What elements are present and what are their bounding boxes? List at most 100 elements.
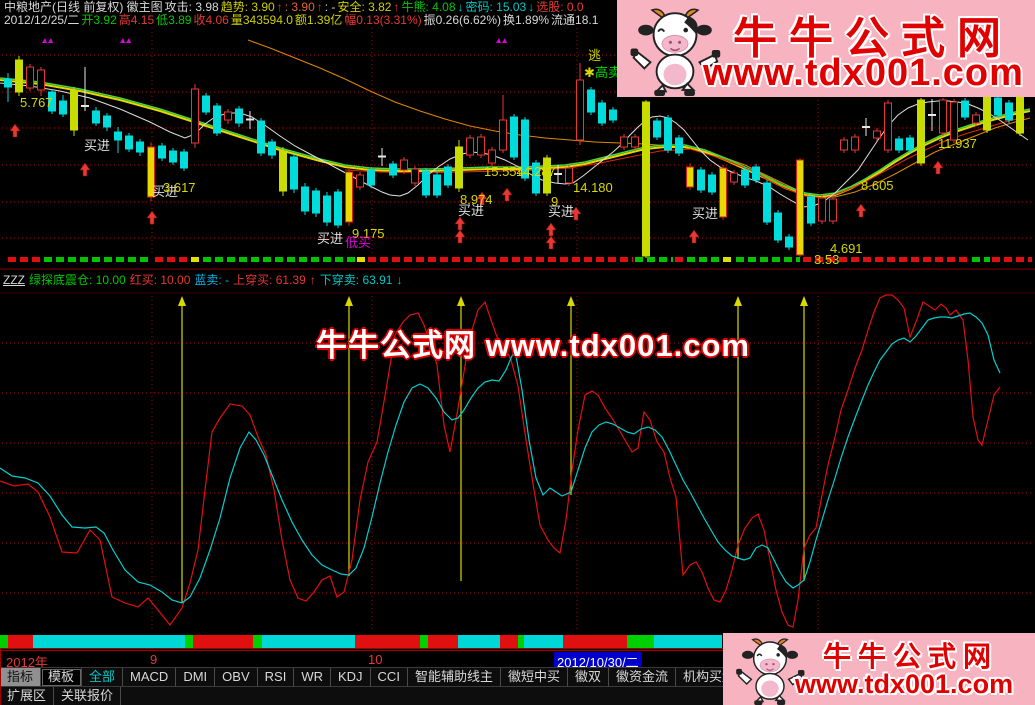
candle (807, 196, 815, 224)
indicator-header-token: 下穿卖: 63.91 (319, 273, 393, 287)
candle (499, 119, 507, 151)
sell-mark-icon (496, 38, 507, 43)
header1-token: 牛熊: 4.08 (401, 0, 456, 14)
axis-month-label: 10 (368, 652, 383, 667)
tab-徽短中买[interactable]: 徽短中买 (501, 668, 568, 687)
banner-bottom-right: 牛牛公式网 www.tdx001.com (723, 633, 1035, 705)
candle (367, 169, 375, 186)
candle (213, 105, 221, 134)
header1-token: 密码: 15.03 (465, 0, 527, 14)
chart-annotation: 高卖 (595, 65, 621, 80)
candle (202, 95, 210, 113)
buy-arrow-icon (454, 216, 466, 231)
header1-token: 攻击: 3.98 (164, 0, 219, 14)
buy-arrow-icon (9, 123, 21, 138)
candle (785, 236, 793, 248)
header2-token: 振0.26(6.62%) (423, 13, 502, 27)
candle (675, 137, 683, 154)
chart-annotation: 14.180 (573, 180, 613, 195)
candle (741, 169, 749, 186)
indicator-header-token: 蓝卖: - (194, 273, 230, 287)
header2-token: 换1.89% (503, 13, 550, 27)
candle (840, 139, 848, 151)
header2-token: 量343594.0 (230, 13, 293, 27)
chart-annotation: 逃 (588, 48, 601, 63)
candle (906, 137, 914, 151)
candle (312, 190, 320, 214)
header2-token: 开3.92 (81, 13, 117, 27)
candle (466, 137, 474, 156)
indicator-header-token: 红买: 10.00 (129, 273, 191, 287)
tab-CCI[interactable]: CCI (371, 668, 408, 687)
candle (268, 141, 276, 156)
candle (488, 149, 496, 164)
tab-OBV[interactable]: OBV (215, 668, 258, 687)
candle (455, 146, 463, 189)
candle (719, 167, 727, 218)
buy-arrow-icon (501, 187, 513, 202)
candle (939, 99, 947, 134)
buy-arrow-icon (545, 235, 557, 250)
tab-扩展区[interactable]: 扩展区 (0, 687, 55, 705)
indicator-header-token: 绿探底震仓: 10.00 (29, 273, 126, 287)
header1-token: ↑ (393, 0, 400, 14)
header1-token: ↑ (276, 0, 283, 14)
sell-mark-icon (120, 38, 131, 43)
candle (895, 138, 903, 151)
tab-WR[interactable]: WR (294, 668, 331, 687)
candle (851, 136, 859, 151)
tab-MACD[interactable]: MACD (123, 668, 177, 687)
tab-关联报价[interactable]: 关联报价 (54, 687, 122, 705)
candle (290, 156, 298, 190)
chart-annotation: 9.175 (352, 226, 385, 241)
tab-徽双[interactable]: 徽双 (568, 668, 609, 687)
buy-arrow-icon (454, 229, 466, 244)
candle (510, 116, 518, 158)
tab-RSI[interactable]: RSI (258, 668, 295, 687)
cow-mascot-icon (736, 638, 805, 705)
candle (59, 100, 67, 115)
candle (422, 170, 430, 196)
trend-color-ribbon (0, 635, 722, 648)
chart-annotation: 买进 (458, 203, 484, 218)
header1-token: : - (324, 0, 336, 14)
header2-token: 2012/12/25/二 (4, 13, 80, 27)
chart-annotation: 买进 (692, 206, 718, 221)
banner-title: 牛牛公式网 (823, 641, 999, 672)
tab-模板[interactable]: 模板 (41, 668, 83, 687)
candle (950, 101, 958, 141)
header1-token: ↓ (457, 0, 464, 14)
candle (169, 150, 177, 163)
candle (763, 182, 771, 223)
candle (37, 69, 45, 91)
candle (576, 79, 584, 141)
candle (48, 91, 56, 112)
chart-annotation: 买进 (548, 204, 574, 219)
chart-annotation: 15.554 (484, 164, 524, 179)
candle (598, 102, 606, 124)
indicator-header-token: ↑ (309, 273, 316, 287)
buy-arrow-icon (476, 191, 488, 206)
tab-全部[interactable]: 全部 (82, 668, 124, 687)
chart-annotation: 3.53 (814, 252, 839, 267)
candle (543, 157, 551, 194)
signal-arrow-icon (734, 296, 742, 306)
header2-token: 额1.39亿 (294, 13, 343, 27)
stock-header-line2: 2012/12/25/二 开3.92 高4.15 低3.89 收4.06 量343594.… (4, 14, 600, 27)
tab-DMI[interactable]: DMI (176, 668, 216, 687)
tab-KDJ[interactable]: KDJ (331, 668, 371, 687)
indicator-header-token: 上穿买: 61.39 (233, 273, 306, 287)
tab-指标[interactable]: 指标 (0, 668, 42, 687)
candle (103, 115, 111, 128)
candle (642, 101, 650, 257)
tab-智能辅助线主[interactable]: 智能辅助线主 (408, 668, 501, 687)
candle (730, 172, 738, 183)
signal-arrow-icon (567, 296, 575, 306)
candle (356, 174, 364, 188)
tab-徽资金流[interactable]: 徽资金流 (609, 668, 676, 687)
candle (774, 212, 782, 241)
header1-token: ↓ (528, 0, 535, 14)
header2-token: 低3.89 (156, 13, 192, 27)
buy-arrow-icon (932, 160, 944, 175)
